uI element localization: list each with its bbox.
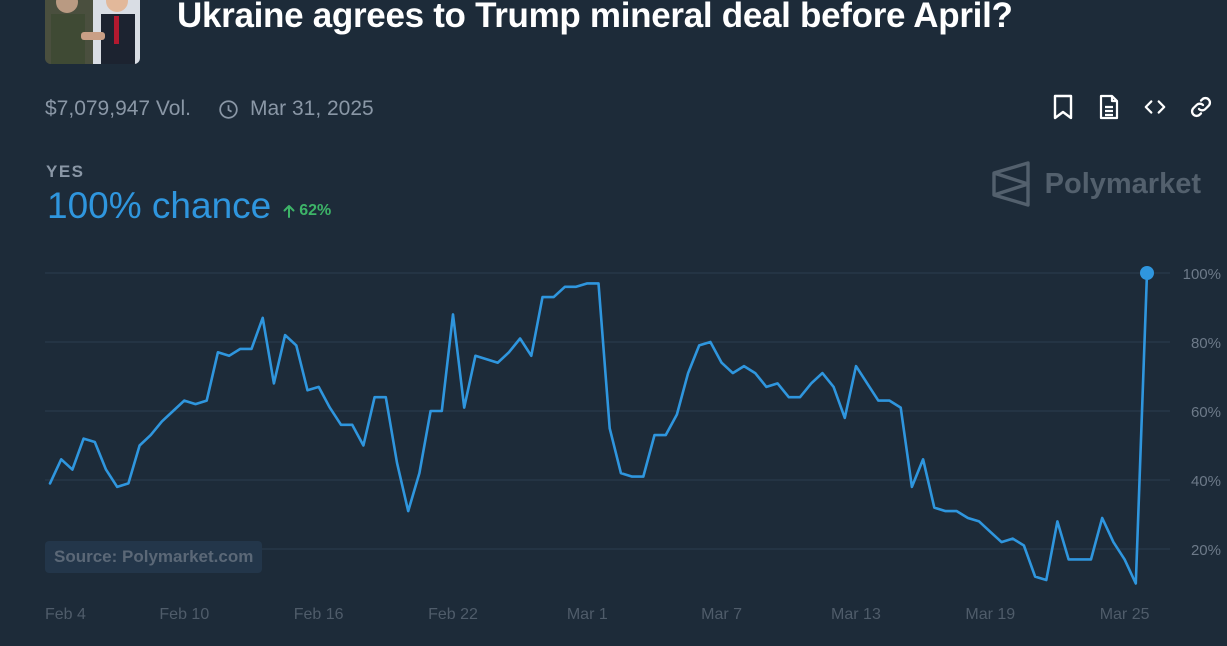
- market-thumbnail: [45, 0, 140, 64]
- link-icon: [1190, 96, 1212, 118]
- volume-text: $7,079,947 Vol.: [45, 97, 191, 120]
- brand-watermark: Polymarket: [991, 160, 1201, 208]
- chance-delta-value: 62%: [299, 202, 332, 219]
- chance-delta: 62%: [283, 202, 331, 220]
- chart-gridlines: [45, 272, 1170, 550]
- polymarket-logo-icon: [991, 161, 1030, 207]
- chart-x-tick-label: Feb 16: [294, 606, 344, 623]
- chance-value: 100% chance: [47, 185, 272, 226]
- chart-y-ticks: 20% 40% 60% 80% 100%: [1183, 266, 1221, 559]
- chart-x-ticks: Feb 4 Feb 10 Feb 16 Feb 22 Mar 1 Mar 7 Mar 13 M…: [45, 606, 1150, 623]
- action-bar: [1051, 93, 1213, 121]
- chart-x-tick-label: Feb 4: [45, 606, 86, 623]
- chart-x-tick-label: Mar 1: [567, 606, 608, 623]
- embed-icon: [1144, 100, 1166, 114]
- bookmark-button[interactable]: [1051, 93, 1075, 121]
- market-thumbnail-image: [45, 0, 140, 64]
- clock-icon: [218, 99, 239, 120]
- embed-button[interactable]: [1143, 93, 1167, 121]
- chart-x-tick-label: Mar 7: [701, 606, 742, 623]
- document-icon: [1099, 94, 1119, 120]
- chart-y-tick-label: 80%: [1191, 335, 1221, 352]
- chart-y-tick-label: 40%: [1191, 473, 1221, 490]
- market-meta: $7,079,947 Vol. Mar 31, 2025: [45, 97, 374, 121]
- arrow-up-icon: [283, 205, 295, 218]
- source-badge: Source: Polymarket.com: [45, 541, 263, 573]
- chart-x-tick-label: Feb 10: [159, 606, 209, 623]
- chart-last-point: [1140, 266, 1154, 280]
- brand-name: Polymarket: [1044, 167, 1201, 200]
- chart-x-tick-label: Mar 25: [1100, 606, 1150, 623]
- chart-x-tick-label: Mar 13: [831, 606, 881, 623]
- chart-y-tick-label: 20%: [1191, 542, 1221, 559]
- bookmark-icon: [1053, 94, 1073, 120]
- chart-y-tick-label: 60%: [1191, 404, 1221, 421]
- market-title: Ukraine agrees to Trump mineral deal bef…: [177, 0, 1013, 35]
- document-button[interactable]: [1097, 93, 1121, 121]
- chart-series-line-yes: [48, 271, 1149, 585]
- chart-y-tick-label: 100%: [1183, 266, 1221, 283]
- chance-row: 100% chance 62%: [47, 185, 331, 227]
- outcome-label: YES: [46, 162, 85, 181]
- end-date-text: Mar 31, 2025: [249, 97, 374, 120]
- chart-x-tick-label: Mar 19: [965, 606, 1015, 623]
- chart-x-tick-label: Feb 22: [428, 606, 478, 623]
- link-button[interactable]: [1189, 93, 1213, 121]
